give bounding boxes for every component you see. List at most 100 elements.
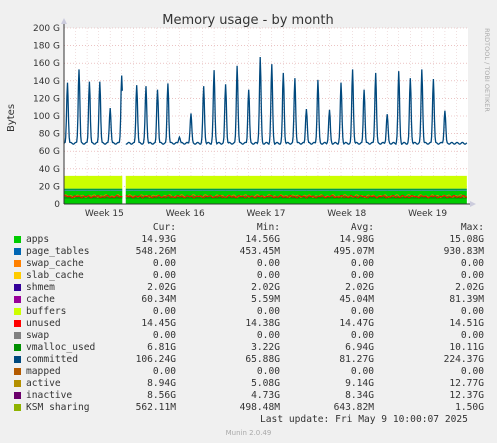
legend-value-max: 0.00: [460, 330, 484, 341]
y-tick-label: 160 G: [33, 59, 60, 69]
legend-value-min: 3.22G: [251, 342, 280, 353]
x-tick-label: Week 18: [327, 209, 366, 219]
legend-value-avg: 6.94G: [345, 342, 374, 353]
legend-value-cur: 562.11M: [135, 402, 176, 413]
legend-value-min: 5.08G: [251, 378, 280, 389]
legend-swatch: [14, 320, 21, 327]
y-tick-label: 140 G: [33, 77, 60, 87]
legend-header-cur: Cur:: [152, 222, 176, 233]
legend-value-avg: 2.02G: [345, 282, 374, 293]
legend-series-name: page_tables: [26, 246, 90, 257]
legend-row: page_tables 548.26M 453.45M 495.07M 930.83M: [12, 246, 492, 258]
last-update: Last update: Fri May 9 10:00:07 2025: [260, 414, 468, 425]
legend-swatch: [14, 296, 21, 303]
legend-row: slab_cache 0.00 0.00 0.00 0.00: [12, 270, 492, 282]
legend-swatch: [14, 260, 21, 267]
legend-value-min: 0.00: [256, 330, 280, 341]
legend-series-name: buffers: [26, 306, 67, 317]
legend-value-avg: 0.00: [350, 270, 374, 281]
legend-series-name: vmalloc_used: [26, 342, 96, 353]
legend-swatch: [14, 392, 21, 399]
legend-swatch: [14, 368, 21, 375]
legend-series-name: active: [26, 378, 61, 389]
legend-value-max: 0.00: [460, 270, 484, 281]
y-tick-label: 200 G: [33, 24, 60, 34]
munin-version: Munin 2.0.49: [225, 429, 272, 437]
legend-value-cur: 8.94G: [147, 378, 176, 389]
legend-value-avg: 81.27G: [339, 354, 374, 365]
legend-series-name: shmem: [26, 282, 55, 293]
legend-row: vmalloc_used 6.81G 3.22G 6.94G 10.11G: [12, 342, 492, 354]
legend-value-min: 0.00: [256, 366, 280, 377]
legend-row: committed 106.24G 65.88G 81.27G 224.37G: [12, 354, 492, 366]
area-vmalloc-used: [64, 197, 123, 199]
y-tick-label: 100 G: [33, 112, 60, 122]
legend-swatch: [14, 356, 21, 363]
legend-value-avg: 9.14G: [345, 378, 374, 389]
legend-value-min: 5.59M: [251, 294, 280, 305]
legend-value-cur: 0.00: [152, 306, 176, 317]
legend-value-cur: 14.93G: [141, 234, 176, 245]
legend-value-min: 453.45M: [239, 246, 280, 257]
chart-title: Memory usage - by month: [162, 13, 333, 28]
rrdtool-credit: RRDTOOL / TOBI OETIKER: [483, 28, 491, 112]
legend-value-max: 15.08G: [449, 234, 484, 245]
legend-value-min: 2.02G: [251, 282, 280, 293]
legend-swatch: [14, 284, 21, 291]
legend-value-max: 224.37G: [443, 354, 484, 365]
legend-series-name: unused: [26, 318, 61, 329]
area-shmem: [64, 188, 123, 191]
y-axis-arrow: [61, 18, 67, 24]
legend-swatch: [14, 236, 21, 243]
area-shmem: [125, 188, 467, 191]
y-tick-label: 0: [54, 200, 60, 210]
legend-value-cur: 14.45G: [141, 318, 176, 329]
line-committed: [125, 56, 468, 146]
y-tick-label: 180 G: [33, 42, 60, 52]
legend-value-avg: 495.07M: [333, 246, 374, 257]
legend-swatch: [14, 248, 21, 255]
legend-row: inactive 8.56G 4.73G 8.34G 12.37G: [12, 390, 492, 402]
x-axis-arrow: [470, 201, 476, 207]
legend-series-name: mapped: [26, 366, 61, 377]
legend-value-cur: 8.56G: [147, 390, 176, 401]
legend-value-min: 498.48M: [239, 402, 280, 413]
legend-value-avg: 0.00: [350, 366, 374, 377]
legend-value-max: 0.00: [460, 258, 484, 269]
legend-value-max: 1.50G: [455, 402, 484, 413]
legend-swatch: [14, 332, 21, 339]
legend-row: shmem 2.02G 2.02G 2.02G 2.02G: [12, 282, 492, 294]
legend-row: buffers 0.00 0.00 0.00 0.00: [12, 306, 492, 318]
legend-swatch: [14, 308, 21, 315]
legend-value-max: 2.02G: [455, 282, 484, 293]
legend-series-name: slab_cache: [26, 270, 84, 281]
legend-series-name: KSM sharing: [26, 402, 90, 413]
legend-value-avg: 14.98G: [339, 234, 374, 245]
legend-value-avg: 0.00: [350, 330, 374, 341]
legend-header-min: Min:: [256, 222, 280, 233]
legend-value-max: 10.11G: [449, 342, 484, 353]
legend-value-min: 65.88G: [245, 354, 280, 365]
legend-row: active 8.94G 5.08G 9.14G 12.77G: [12, 378, 492, 390]
legend-value-min: 0.00: [256, 258, 280, 269]
legend-value-max: 81.39M: [449, 294, 484, 305]
area-unused: [64, 175, 123, 189]
line-inactive: [125, 194, 467, 199]
legend-value-min: 4.73G: [251, 390, 280, 401]
legend-swatch: [14, 344, 21, 351]
x-tick-label: Week 17: [247, 209, 286, 219]
line-active: [125, 194, 468, 198]
legend-row: apps 14.93G 14.56G 14.98G 15.08G: [12, 234, 492, 246]
legend-value-max: 12.77G: [449, 378, 484, 389]
legend-row: KSM sharing 562.11M 498.48M 643.82M 1.50G: [12, 402, 492, 414]
axes: 0 20 G 40 G 60 G 80 G 100 G 120 G 140 G 160 G 180…: [33, 18, 476, 219]
legend-value-avg: 8.34G: [345, 390, 374, 401]
y-tick-label: 80 G: [39, 130, 60, 140]
legend-value-cur: 548.26M: [135, 246, 176, 257]
legend-value-max: 12.37G: [449, 390, 484, 401]
stacked-areas: [64, 175, 467, 204]
legend-row: swap_cache 0.00 0.00 0.00 0.00: [12, 258, 492, 270]
legend-value-avg: 14.47G: [339, 318, 374, 329]
legend-header-avg: Avg:: [350, 222, 374, 233]
x-tick-label: Week 16: [166, 209, 205, 219]
